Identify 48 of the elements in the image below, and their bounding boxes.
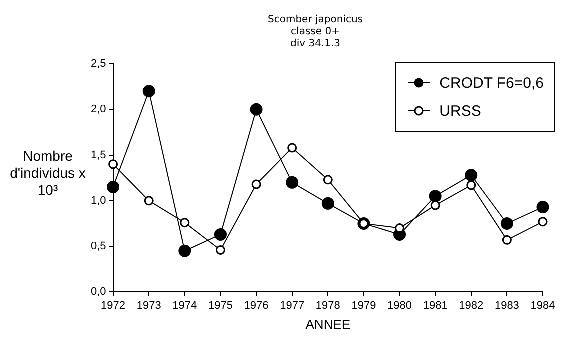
y-tick-label: 1,0 (90, 194, 106, 207)
point (216, 245, 226, 255)
y-tick-label: 0,0 (90, 286, 106, 298)
y-axis-title: Nombre d'individus x 10³ (10, 148, 86, 198)
x-tick-label: 1973 (136, 300, 162, 312)
point (429, 190, 442, 203)
x-tick-label: 1975 (208, 300, 233, 312)
point (500, 217, 514, 230)
x-tick-label: 1978 (316, 300, 340, 312)
x-tick-label: 1984 (530, 300, 556, 312)
point (108, 160, 118, 170)
y-tick-label: 2,0 (90, 104, 106, 116)
text: Scomber japonicus (268, 14, 364, 26)
x-tick-label: 1972 (101, 300, 126, 312)
x-axis-title: ANNEE (306, 316, 351, 332)
x-tick-label: 1982 (459, 300, 484, 312)
point (430, 200, 440, 210)
point (288, 143, 298, 153)
point (465, 169, 478, 182)
x-tick-label: 1974 (172, 300, 198, 312)
point (538, 217, 548, 227)
x-tick-label: 1981 (423, 300, 448, 312)
point (323, 175, 333, 185)
point (252, 180, 262, 190)
point (466, 180, 476, 190)
x-tick-label: 1977 (280, 300, 305, 312)
legend-label: URSS (440, 102, 482, 120)
point (214, 228, 227, 241)
text: div 34.1.3 (290, 38, 341, 50)
point (322, 197, 334, 210)
point (142, 85, 156, 98)
y-tick-label: 1,5 (90, 149, 106, 162)
text: classe 0+ (291, 26, 340, 38)
x-tick-label: 1979 (352, 300, 376, 312)
point (502, 235, 512, 245)
point (180, 218, 190, 228)
point (250, 103, 263, 116)
point (178, 244, 192, 258)
y-tick-label: 0,5 (90, 240, 106, 253)
legend-label: CRODT F6=0,6 (440, 74, 544, 92)
y-tick-label: 2,5 (90, 58, 106, 70)
x-tick-label: 1980 (388, 300, 412, 312)
point (536, 201, 550, 214)
x-tick-label: 1983 (494, 300, 520, 312)
point (286, 176, 299, 189)
point (107, 180, 120, 194)
x-tick-label: 1976 (244, 300, 269, 312)
point (144, 196, 154, 206)
